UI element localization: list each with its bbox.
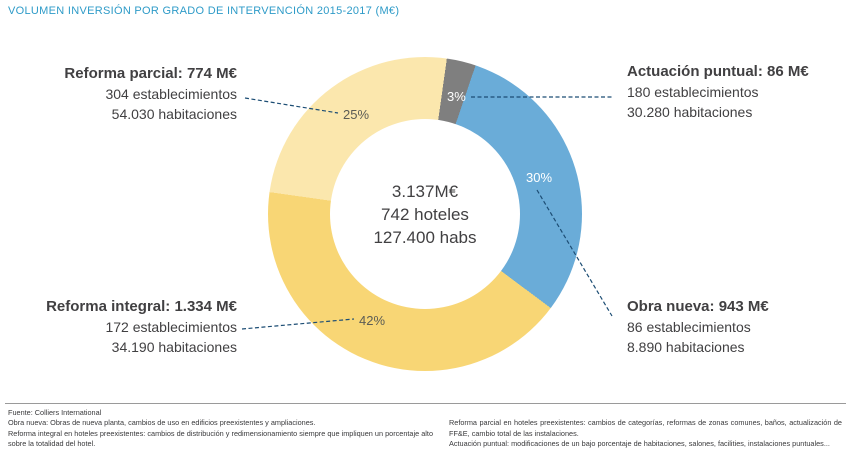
center-total-investment: 3.137M€ xyxy=(391,181,459,201)
note-reforma-parcial: Reforma parcial en hoteles preexistentes… xyxy=(449,418,842,438)
footer-right-column: Reforma parcial en hoteles preexistentes… xyxy=(449,408,842,450)
callout-establishments: 180 establecimientos xyxy=(627,84,759,100)
callout-title: Actuación puntual: 86 M€ xyxy=(627,63,809,80)
segment-label-actuacion-puntual: 3% xyxy=(447,89,466,104)
callout-reforma-parcial: Reforma parcial: 774 M€ 304 establecimie… xyxy=(0,64,237,124)
callout-establishments: 86 establecimientos xyxy=(627,319,751,335)
callout-reforma-integral: Reforma integral: 1.334 M€ 172 estableci… xyxy=(0,297,237,357)
callout-title: Obra nueva: 943 M€ xyxy=(627,298,769,315)
callout-rooms: 34.190 habitaciones xyxy=(111,339,237,355)
callout-title: Reforma integral: 1.334 M€ xyxy=(46,298,237,315)
donut-hole: 3.137M€ 742 hoteles 127.400 habs xyxy=(330,119,520,309)
callout-establishments: 172 establecimientos xyxy=(105,319,237,335)
callout-rooms: 30.280 habitaciones xyxy=(627,104,753,120)
footer-divider xyxy=(5,403,846,404)
footer-left-column: Fuente: Colliers International Obra nuev… xyxy=(8,408,433,450)
callout-obra-nueva: Obra nueva: 943 M€ 86 establecimientos 8… xyxy=(627,297,850,357)
callout-establishments: 304 establecimientos xyxy=(105,86,237,102)
page-title: VOLUMEN INVERSIÓN POR GRADO DE INTERVENC… xyxy=(8,5,400,17)
donut-center-text: 3.137M€ 742 hoteles 127.400 habs xyxy=(373,180,476,249)
source-note: Fuente: Colliers International xyxy=(8,408,102,417)
note-reforma-integral: Reforma integral en hoteles preexistente… xyxy=(8,428,433,449)
donut-chart: 3.137M€ 742 hoteles 127.400 habs xyxy=(268,57,582,371)
footer-notes: Fuente: Colliers International Obra nuev… xyxy=(8,408,842,450)
center-total-rooms: 127.400 habs xyxy=(373,227,477,247)
segment-label-reforma-integral: 42% xyxy=(359,313,386,328)
callout-rooms: 54.030 habitaciones xyxy=(111,106,237,122)
center-total-hotels: 742 hoteles xyxy=(381,204,469,224)
callout-actuacion-puntual: Actuación puntual: 86 M€ 180 establecimi… xyxy=(627,62,850,122)
callout-title: Reforma parcial: 774 M€ xyxy=(64,65,237,82)
note-obra-nueva: Obra nueva: Obras de nueva planta, cambi… xyxy=(8,418,316,428)
segment-label-obra-nueva: 30% xyxy=(526,170,553,185)
callout-rooms: 8.890 habitaciones xyxy=(627,339,745,355)
segment-label-reforma-parcial: 25% xyxy=(343,107,370,122)
note-actuacion-puntual: Actuación puntual: modificaciones de un … xyxy=(449,439,830,449)
